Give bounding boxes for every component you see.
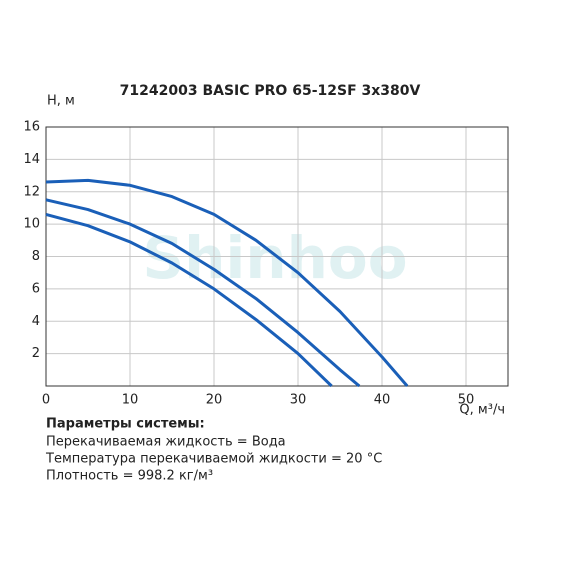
- y-tick-label: 10: [23, 217, 40, 232]
- notes-line: Перекачиваемая жидкость = Вода: [46, 435, 286, 450]
- x-tick-label: 30: [290, 393, 307, 408]
- x-tick-label: 20: [206, 393, 223, 408]
- curve: [45, 178, 409, 387]
- y-axis-label: H, м: [47, 94, 75, 109]
- x-tick-label: 10: [122, 393, 139, 408]
- watermark: Shinhoo: [142, 224, 407, 292]
- y-tick-label: 8: [32, 249, 40, 264]
- y-tick-label: 4: [32, 314, 40, 329]
- curve: [45, 198, 361, 388]
- notes-heading: Параметры системы:: [46, 417, 205, 432]
- x-tick-label: 0: [42, 393, 50, 408]
- y-tick-label: 2: [32, 346, 40, 361]
- y-tick-label: 12: [23, 184, 40, 199]
- notes-line: Температура перекачиваемой жидкости = 20…: [45, 452, 382, 467]
- y-tick-label: 16: [23, 120, 40, 135]
- y-tick-label: 6: [32, 281, 40, 296]
- notes-line: Плотность = 998.2 кг/м³: [46, 469, 213, 484]
- curve: [45, 212, 333, 388]
- plot-frame: [45, 126, 509, 387]
- x-axis-label: Q, м³/ч: [459, 403, 505, 418]
- x-tick-label: 50: [458, 393, 475, 408]
- x-tick-label: 40: [374, 393, 391, 408]
- y-tick-label: 14: [23, 152, 40, 167]
- chart-title: 71242003 BASIC PRO 65-12SF 3x380V: [120, 83, 421, 99]
